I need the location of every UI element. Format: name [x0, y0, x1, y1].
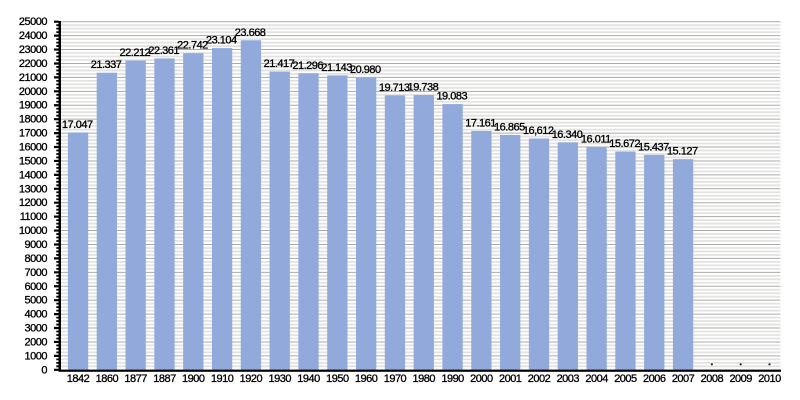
svg-text:2008: 2008	[701, 373, 724, 385]
svg-text:11000: 11000	[20, 211, 48, 223]
svg-text:1970: 1970	[384, 373, 407, 385]
svg-text:2005: 2005	[614, 373, 637, 385]
svg-text:19000: 19000	[19, 100, 47, 112]
svg-text:2001: 2001	[499, 373, 522, 385]
svg-text:2003: 2003	[557, 373, 580, 385]
svg-text:2002: 2002	[528, 373, 551, 385]
svg-text:2000: 2000	[25, 336, 48, 348]
svg-text:1950: 1950	[326, 373, 349, 385]
svg-text:2007: 2007	[672, 373, 695, 385]
svg-text:1900: 1900	[182, 373, 205, 385]
svg-text:22.212: 22.212	[120, 47, 151, 59]
svg-text:19.713: 19.713	[379, 82, 410, 94]
svg-text:7000: 7000	[25, 267, 48, 279]
svg-text:17.161: 17.161	[465, 117, 496, 129]
svg-text:10000: 10000	[19, 225, 47, 237]
svg-text:19.738: 19.738	[408, 81, 439, 93]
svg-text:13000: 13000	[19, 183, 47, 195]
svg-text:16.340: 16.340	[552, 129, 583, 141]
svg-text:4000: 4000	[25, 309, 48, 321]
svg-text:9000: 9000	[25, 239, 48, 251]
svg-text:1920: 1920	[240, 373, 263, 385]
svg-text:21000: 21000	[19, 72, 47, 84]
svg-text:15.437: 15.437	[638, 141, 669, 153]
svg-text:16.011: 16.011	[581, 133, 611, 145]
svg-text:2000: 2000	[470, 373, 493, 385]
svg-text:16000: 16000	[19, 142, 47, 154]
svg-text:2009: 2009	[729, 373, 752, 385]
svg-text:8000: 8000	[25, 253, 48, 265]
svg-text:20.980: 20.980	[350, 64, 381, 76]
svg-text:1000: 1000	[25, 350, 48, 362]
svg-text:0: 0	[41, 364, 47, 376]
svg-text:23.104: 23.104	[206, 35, 237, 47]
svg-text:1980: 1980	[413, 373, 436, 385]
svg-text:17.047: 17.047	[62, 119, 93, 131]
svg-text:21.337: 21.337	[91, 59, 122, 71]
svg-text:15.127: 15.127	[667, 146, 698, 158]
svg-text:21.143: 21.143	[321, 62, 352, 74]
svg-text:15.672: 15.672	[609, 138, 640, 150]
svg-text:16,612: 16,612	[523, 125, 554, 137]
svg-text:1860: 1860	[96, 373, 119, 385]
svg-text:1887: 1887	[153, 373, 176, 385]
svg-text:21.417: 21.417	[264, 58, 295, 70]
svg-text:15000: 15000	[19, 155, 47, 167]
svg-text:1877: 1877	[124, 373, 147, 385]
svg-text:17000: 17000	[19, 128, 47, 140]
svg-text:22.742: 22.742	[177, 40, 208, 52]
svg-text:6000: 6000	[25, 281, 48, 293]
svg-text:18000: 18000	[19, 114, 47, 126]
svg-text:22.361: 22.361	[148, 45, 179, 57]
svg-text:2004: 2004	[585, 373, 608, 385]
svg-text:25000: 25000	[19, 16, 47, 28]
svg-text:12000: 12000	[19, 197, 47, 209]
svg-text:5000: 5000	[25, 295, 48, 307]
svg-text:1990: 1990	[441, 373, 464, 385]
svg-text:16.865: 16.865	[494, 121, 525, 133]
svg-text:21.296: 21.296	[292, 60, 323, 72]
svg-text:2006: 2006	[643, 373, 666, 385]
svg-text:1910: 1910	[211, 373, 234, 385]
svg-text:23.668: 23.668	[235, 27, 266, 39]
svg-text:1842: 1842	[67, 373, 90, 385]
svg-text:1930: 1930	[268, 373, 291, 385]
svg-text:20000: 20000	[19, 86, 47, 98]
svg-text:1960: 1960	[355, 373, 378, 385]
svg-text:23000: 23000	[19, 44, 47, 56]
svg-text:19.083: 19.083	[436, 91, 467, 103]
svg-text:1940: 1940	[297, 373, 320, 385]
svg-text:3000: 3000	[25, 323, 48, 335]
svg-text:2010: 2010	[758, 373, 781, 385]
svg-text:14000: 14000	[19, 169, 47, 181]
svg-text:22000: 22000	[19, 58, 47, 70]
svg-text:24000: 24000	[19, 30, 47, 42]
